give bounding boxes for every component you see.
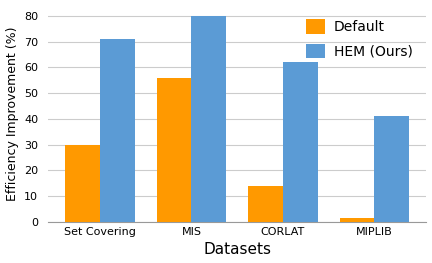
Bar (283, 62, 318, 222)
X-axis label: Datasets: Datasets (203, 242, 271, 257)
Y-axis label: Efficiency Improvement (%): Efficiency Improvement (%) (6, 27, 19, 201)
Bar (191, 16, 226, 222)
Bar (340, 218, 375, 222)
Bar (375, 116, 409, 222)
Bar (100, 39, 135, 222)
Bar (248, 186, 283, 222)
Bar (65, 145, 100, 222)
Legend: Default, HEM (Ours): Default, HEM (Ours) (299, 13, 419, 66)
Bar (157, 78, 191, 222)
